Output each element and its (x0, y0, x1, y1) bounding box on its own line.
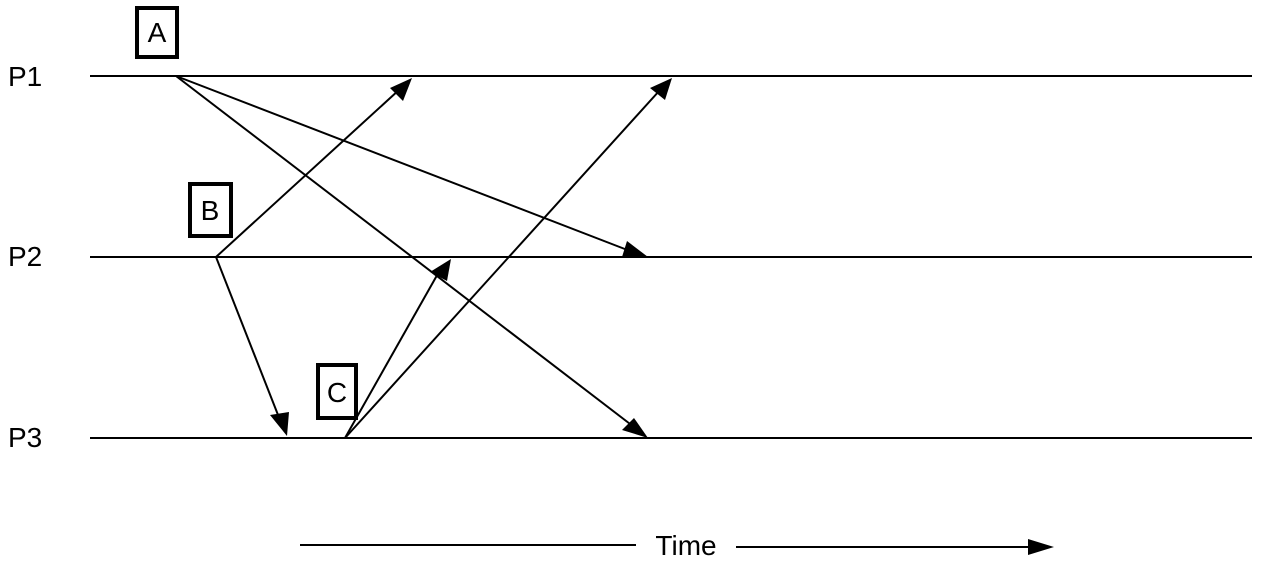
event-c: C (316, 363, 358, 420)
process-label-p2: P2 (8, 241, 42, 272)
event-label-a: A (148, 17, 167, 48)
arrowhead (622, 418, 648, 438)
arrowhead (390, 78, 412, 101)
event-box-a (135, 6, 179, 59)
event-label-b: B (201, 195, 220, 226)
message-c-to-p2 (344, 259, 451, 439)
arrowhead (430, 259, 451, 281)
time-axis: Time (300, 530, 1054, 561)
message-b-to-p3 (215, 256, 289, 436)
time-axis-arrowhead (1028, 539, 1054, 555)
event-a: A (135, 6, 179, 59)
message-a-to-p3 (175, 75, 648, 438)
time-axis-label: Time (655, 530, 716, 561)
process-label-p1: P1 (8, 61, 42, 92)
message-b-to-p1 (215, 78, 412, 258)
event-label-c: C (327, 377, 347, 408)
event-box-b (188, 182, 233, 238)
process-label-p3: P3 (8, 422, 42, 453)
event-box-c (316, 363, 358, 420)
event-b: B (188, 182, 233, 238)
arrowhead (650, 78, 672, 100)
message-c-to-p1 (344, 78, 672, 439)
arrowhead (622, 241, 648, 257)
message-a-to-p2 (175, 75, 648, 257)
arrowhead (270, 412, 289, 436)
